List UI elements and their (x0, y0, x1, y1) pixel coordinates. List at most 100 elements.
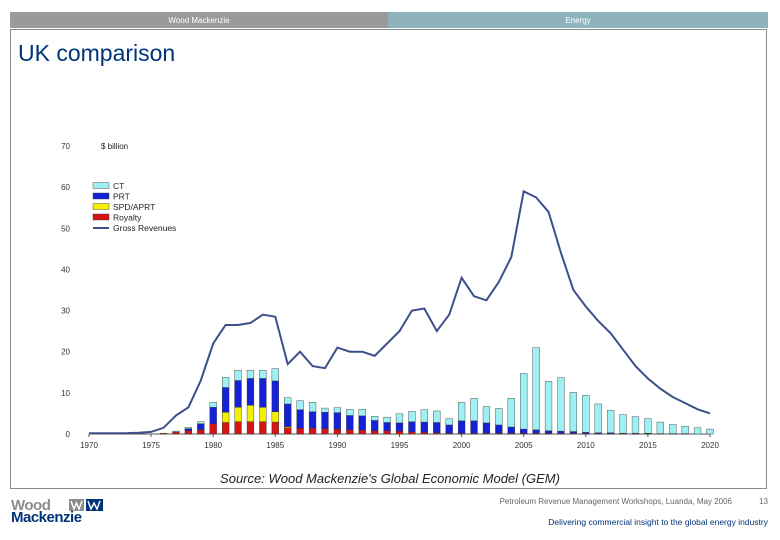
bar-prt (234, 380, 242, 408)
bar-ct (383, 416, 391, 423)
bar-ct (582, 395, 590, 433)
bar-royalty (371, 430, 379, 435)
bar-royalty (197, 429, 205, 435)
x-tick-label: 1975 (142, 441, 160, 450)
y-tick-label: 50 (61, 224, 70, 233)
bar-prt (433, 422, 441, 433)
bar-royalty (259, 421, 267, 435)
bar-ct (470, 398, 478, 422)
bar-prt (445, 424, 453, 434)
bar-ct (246, 370, 255, 379)
legend-swatch (92, 203, 110, 210)
bar-spd-aprt (234, 407, 242, 422)
x-tick-label: 2020 (701, 441, 719, 450)
bar-ct (619, 414, 627, 434)
legend-label: PRT (113, 192, 130, 202)
bar-prt (308, 411, 317, 429)
bar-royalty (346, 429, 354, 435)
bar-ct (358, 409, 366, 417)
bar-ct (222, 377, 230, 388)
bar-prt (470, 420, 478, 434)
bar-ct (445, 418, 453, 426)
bar-prt (296, 409, 304, 429)
bar-ct (259, 370, 267, 379)
y-tick-label: 70 (61, 142, 70, 151)
y-tick-label: 30 (61, 307, 70, 316)
banner-company-label: Wood Mackenzie (10, 12, 388, 28)
bar-ct (557, 377, 565, 432)
bar-spd-aprt (271, 411, 279, 423)
bar-prt (184, 428, 192, 431)
y-tick-label: 40 (61, 265, 70, 274)
bar-prt (209, 407, 217, 424)
bar-ct (172, 430, 180, 433)
bar-ct (669, 424, 677, 434)
banner-sector-label: Energy (388, 12, 768, 28)
footer-info: Petroleum Revenue Management Workshops, … (499, 497, 732, 506)
bar-ct (346, 409, 354, 416)
bar-prt (371, 420, 379, 431)
legend-swatch (92, 182, 110, 189)
bar-ct (656, 421, 664, 434)
bar-prt (346, 415, 354, 431)
bar-ct (433, 410, 441, 423)
x-tick-label: 1985 (266, 441, 284, 450)
bar-prt (383, 422, 391, 431)
bar-prt (259, 378, 267, 408)
bar-ct (296, 400, 304, 410)
bar-royalty (222, 422, 230, 435)
bar-ct (706, 428, 714, 435)
x-tick-label: 2000 (453, 441, 471, 450)
footer-tagline: Delivering commercial insight to the glo… (548, 517, 768, 527)
bar-prt (197, 423, 205, 431)
bar-prt (358, 415, 366, 431)
bar-royalty (321, 428, 329, 435)
page-title: UK comparison (18, 40, 176, 66)
bar-prt (408, 421, 416, 433)
x-tick-label: 2015 (639, 441, 657, 450)
bar-spd-aprt (259, 407, 267, 422)
slide-frame (10, 29, 767, 489)
bar-prt (520, 428, 528, 434)
bar-prt (507, 426, 515, 434)
legend-swatch (92, 213, 110, 221)
bar-prt (532, 429, 540, 434)
bar-ct (631, 416, 640, 434)
bar-ct (544, 381, 553, 431)
bar-prt (569, 431, 577, 434)
bar-prt (544, 430, 553, 434)
bar-ct (607, 409, 615, 433)
bar-ct (321, 407, 329, 413)
bar-prt (271, 380, 279, 412)
legend-label: Gross Revenues (113, 223, 176, 233)
logo-word-top: Wood (11, 497, 51, 514)
bar-ct (569, 392, 577, 432)
bar-royalty (172, 431, 180, 435)
bar-ct (371, 416, 379, 421)
bar-spd-aprt (222, 411, 230, 423)
bar-royalty (271, 421, 279, 435)
bar-ct (209, 402, 217, 408)
y-tick-label: 60 (61, 183, 70, 192)
bar-ct (408, 411, 416, 422)
bar-royalty (296, 428, 304, 435)
x-tick-label: 2010 (577, 441, 595, 450)
bar-royalty (395, 430, 404, 435)
bar-prt (557, 430, 565, 434)
x-tick-label: 1995 (391, 441, 409, 450)
bar-ct (308, 402, 317, 412)
bar-royalty (383, 430, 391, 435)
bar-royalty (234, 421, 242, 435)
legend-swatch (92, 192, 110, 200)
logo-word-bottom: Mackenzie (11, 509, 82, 526)
logo-mark-icon (69, 499, 103, 511)
x-tick-label: 1990 (329, 441, 347, 450)
y-tick-label: 10 (61, 389, 70, 398)
bar-ct (507, 398, 515, 428)
bar-royalty (308, 428, 317, 435)
x-tick-label: 1980 (204, 441, 222, 450)
y-tick-label: 0 (66, 430, 71, 439)
bar-spd-aprt (246, 405, 255, 422)
bar-prt (395, 422, 404, 432)
